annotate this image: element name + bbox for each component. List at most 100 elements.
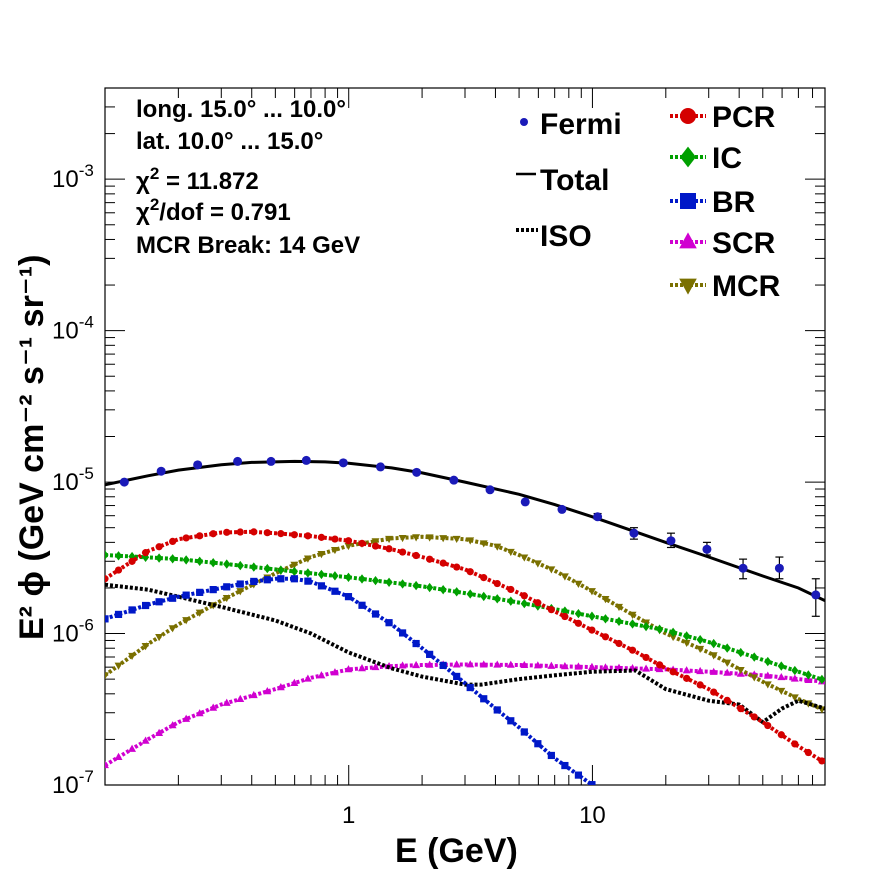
series-ic-marker bbox=[507, 596, 515, 606]
fermi-point bbox=[811, 590, 821, 600]
x-tick-label: 10 bbox=[579, 802, 606, 829]
legend-marker bbox=[680, 193, 696, 209]
series-ic-marker bbox=[750, 652, 758, 662]
series-br-marker bbox=[493, 706, 501, 714]
series-br-marker bbox=[371, 610, 380, 618]
series-ic-marker bbox=[723, 643, 731, 653]
series-pcr bbox=[105, 528, 825, 765]
series-scr-marker bbox=[330, 668, 339, 676]
series-pcr-marker bbox=[615, 639, 623, 648]
series-mcr-marker bbox=[628, 611, 637, 619]
series-pcr-marker bbox=[655, 661, 664, 669]
legend: Fermi Total ISO PCR IC BR SCR MCR bbox=[516, 101, 781, 303]
series-total-line bbox=[105, 459, 825, 602]
series-pcr-marker bbox=[304, 532, 312, 540]
series-br-marker bbox=[358, 601, 366, 609]
series-pcr-marker bbox=[385, 545, 393, 553]
legend-label: Fermi bbox=[540, 108, 622, 141]
series-scr-marker bbox=[574, 662, 583, 670]
series-mcr-marker bbox=[479, 540, 488, 548]
series-ic-marker bbox=[426, 582, 434, 593]
fermi-layer bbox=[119, 455, 856, 643]
fermi-point bbox=[847, 634, 856, 643]
series-ic-marker bbox=[669, 627, 677, 637]
legend-label: BR bbox=[712, 186, 756, 219]
series-br-marker bbox=[412, 639, 420, 648]
series-ic-marker bbox=[344, 572, 353, 583]
series-br-marker bbox=[534, 740, 542, 748]
series-ic-marker bbox=[331, 571, 339, 581]
series-mcr-marker bbox=[506, 548, 515, 557]
fermi-point bbox=[266, 456, 276, 466]
series-ic-marker bbox=[277, 565, 285, 575]
series-mcr-marker bbox=[587, 588, 596, 596]
legend-marker bbox=[679, 232, 697, 249]
series-mcr-marker bbox=[574, 580, 583, 588]
y-tick-label-exp: -7 bbox=[79, 767, 94, 786]
series-scr-marker bbox=[290, 678, 299, 686]
legend-label: PCR bbox=[712, 101, 776, 134]
info-chi2: χ2 = 11.872 bbox=[136, 164, 259, 195]
y-tick-label-base: 10 bbox=[52, 772, 79, 799]
fermi-point bbox=[629, 528, 639, 538]
series-ic-marker bbox=[520, 598, 528, 609]
series-scr-marker bbox=[709, 667, 718, 675]
series-scr-marker bbox=[790, 674, 799, 682]
series-br-marker bbox=[547, 751, 555, 760]
series-mcr-marker bbox=[750, 674, 759, 682]
series-pcr-marker bbox=[534, 599, 542, 607]
series-scr bbox=[105, 660, 825, 769]
series-mcr-marker bbox=[709, 652, 718, 660]
series-mcr-marker bbox=[236, 588, 245, 596]
series-mcr-marker bbox=[155, 634, 164, 642]
legend-label: Total bbox=[540, 164, 609, 197]
series-br-marker bbox=[480, 695, 488, 703]
series-ic-marker bbox=[290, 566, 298, 577]
series-ic-marker bbox=[615, 616, 623, 627]
series-br-marker bbox=[466, 683, 474, 692]
series-mcr-marker bbox=[723, 659, 732, 667]
series-pcr-marker bbox=[493, 579, 501, 588]
series-scr-marker bbox=[358, 664, 366, 672]
series-br-marker bbox=[344, 593, 353, 601]
series-pcr-marker bbox=[480, 574, 488, 582]
series-br-marker bbox=[196, 588, 204, 596]
series-pcr-marker bbox=[696, 681, 704, 689]
info-chi2-sup: 2 bbox=[150, 164, 159, 183]
series-br-marker bbox=[317, 582, 326, 590]
y-tick-label-exp: -4 bbox=[79, 313, 94, 332]
series-br-marker bbox=[574, 771, 583, 779]
series-pcr-marker bbox=[155, 543, 163, 551]
series-scr-marker bbox=[763, 671, 772, 679]
series-br-marker bbox=[114, 610, 123, 619]
series-mcr-marker bbox=[452, 535, 461, 544]
series-ic-marker bbox=[317, 569, 326, 580]
series-scr-marker bbox=[249, 690, 258, 699]
series-mcr-marker bbox=[601, 596, 610, 604]
series-scr-marker bbox=[263, 687, 272, 695]
fermi-point bbox=[738, 563, 748, 573]
series-ic-marker bbox=[804, 670, 812, 680]
series-pcr-marker bbox=[520, 592, 528, 600]
y-tick-label: 10-3 bbox=[52, 161, 94, 193]
series-pcr-marker bbox=[344, 537, 353, 545]
series-pcr-marker bbox=[710, 688, 718, 696]
series-pcr-marker bbox=[426, 555, 434, 563]
series-ic-marker bbox=[398, 579, 407, 589]
series-scr-marker bbox=[520, 660, 529, 669]
fermi-point bbox=[774, 563, 784, 573]
series-scr-marker bbox=[276, 683, 285, 691]
y-tick-label: 10-4 bbox=[52, 313, 94, 345]
fermi-point bbox=[702, 544, 712, 554]
series-scr-marker bbox=[506, 660, 515, 668]
series-pcr-marker bbox=[331, 535, 339, 543]
series-scr-marker bbox=[723, 668, 732, 676]
series-ic-marker bbox=[574, 608, 583, 619]
series-mcr-marker bbox=[290, 561, 299, 569]
series-ic-marker bbox=[764, 656, 772, 667]
series-mcr-marker bbox=[763, 681, 772, 689]
series-pcr-marker bbox=[169, 537, 177, 546]
legend-fermi-marker bbox=[520, 118, 528, 126]
